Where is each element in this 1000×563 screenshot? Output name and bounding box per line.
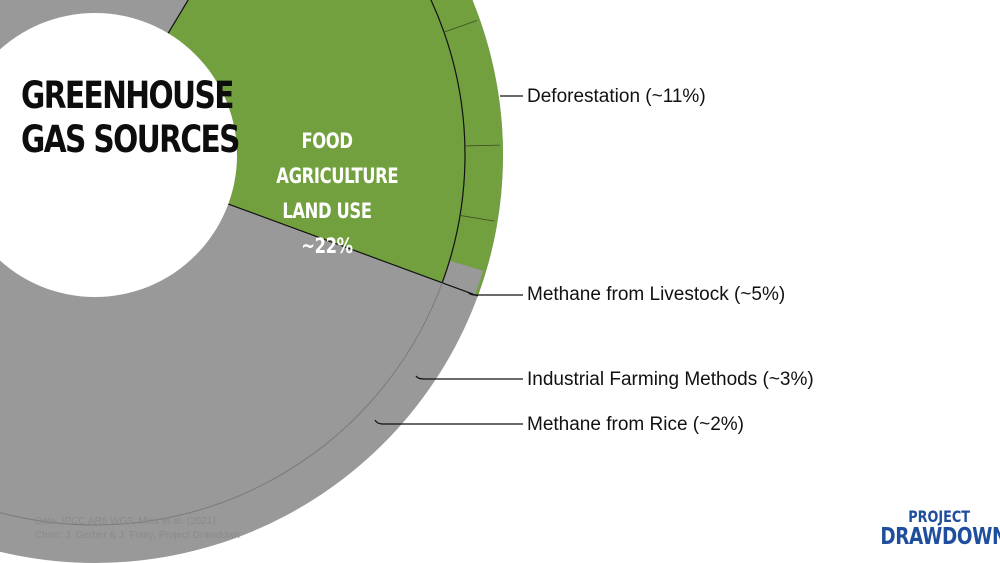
- chart-title: GREENHOUSE GAS SOURCES: [21, 74, 240, 162]
- source-data-line: Data: IPCC AR6 WG3; Minx et al. (2021): [35, 516, 216, 527]
- food-segment-label: FOOD AGRICULTURE LAND USE ~22%: [276, 124, 399, 264]
- center-circle: [0, 13, 237, 297]
- outer-ring-segment: [460, 145, 500, 222]
- callout-leader-line: [415, 375, 523, 380]
- outer-ring-segment: [443, 20, 500, 146]
- callout-leader-line: [467, 291, 523, 296]
- inner-ring-arc: [430, 0, 466, 283]
- callout-industrial-farming: Industrial Farming Methods (~3%): [527, 369, 814, 390]
- logo-line-1: PROJECT: [908, 507, 970, 526]
- callout-rice: Methane from Rice (~2%): [527, 414, 744, 435]
- outer-ring-segment: [430, 0, 478, 33]
- callout-deforestation: Deforestation (~11%): [527, 86, 706, 107]
- segment-label-line: AGRICULTURE: [276, 164, 399, 188]
- ring-divider-line: [459, 215, 495, 222]
- chart-title-line: GREENHOUSE: [21, 74, 234, 117]
- callout-livestock: Methane from Livestock (~5%): [527, 284, 786, 305]
- logo-word: DRAWDOWN: [880, 524, 1000, 550]
- logo-line-2: DRAWDOWN.: [880, 525, 1000, 549]
- segment-label-line: LAND USE: [282, 199, 372, 223]
- source-note: Data: IPCC AR6 WG3; Minx et al. (2021) C…: [35, 515, 240, 543]
- outer-ring-edge: [469, 0, 503, 296]
- ring-divider-line: [443, 20, 478, 33]
- chart-title-line: GAS SOURCES: [21, 118, 240, 161]
- source-chart-line: Chart: J. Gerber & J. Foley, Project Dra…: [35, 530, 240, 541]
- segment-label-line: FOOD: [301, 129, 353, 153]
- ring-divider-line: [464, 144, 500, 147]
- project-drawdown-logo: PROJECT DRAWDOWN.: [880, 507, 1000, 550]
- grey-ring-arc: [0, 282, 443, 526]
- callout-leader-line: [374, 419, 523, 425]
- segment-label-value: ~22%: [301, 234, 353, 258]
- segment-boundary-line: [228, 203, 479, 297]
- food-agriculture-wedge: [168, 0, 465, 283]
- outer-ring-segment: [449, 215, 495, 271]
